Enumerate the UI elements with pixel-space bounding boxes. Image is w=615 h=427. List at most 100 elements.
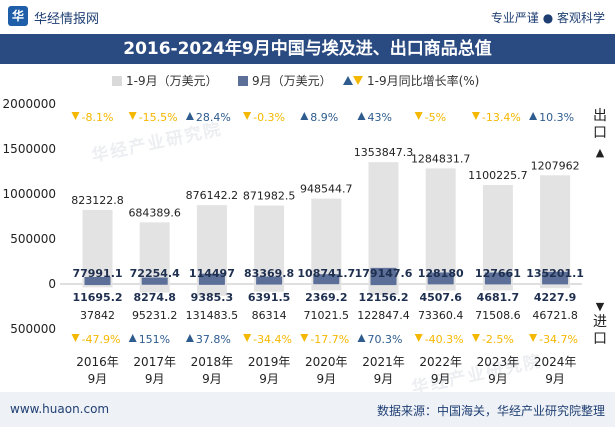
- import-growth-down-icon: [71, 334, 80, 342]
- import-growth-label: -34.7%: [539, 333, 578, 346]
- legend-cumulative-label: 1-9月（万美元）: [126, 74, 218, 88]
- export-growth-down-icon: [243, 112, 252, 120]
- legend-monthly: 9月（万美元）: [238, 72, 332, 89]
- import-growth-up-icon: [357, 334, 366, 342]
- brand-logo-icon: 华: [8, 6, 28, 26]
- legend-down-triangle-icon: [353, 76, 363, 85]
- import-cumulative-bar: [425, 284, 456, 291]
- import-cumulative-label: 37842: [80, 309, 115, 322]
- export-growth-label: 10.3%: [539, 111, 574, 124]
- import-cumulative-label: 46721.8: [532, 309, 578, 322]
- export-growth-down-icon: [414, 112, 423, 120]
- export-cumulative-bar: [254, 205, 285, 284]
- export-growth-up-icon: [529, 112, 538, 120]
- legend-monthly-swatch: [238, 76, 248, 86]
- y-tick-label: 500000: [10, 322, 56, 336]
- export-cumulative-bar: [482, 184, 513, 284]
- title-bar: 2016-2024年9月中国与埃及进、出口商品总值: [0, 34, 615, 64]
- footer-site: www.huaon.com: [10, 402, 110, 416]
- import-cumulative-bar: [311, 284, 342, 291]
- import-monthly-bar: [256, 284, 283, 285]
- export-monthly-bar: [256, 276, 283, 284]
- export-cumulative-label: 684389.6: [128, 206, 181, 219]
- export-monthly-bar: [370, 267, 397, 284]
- x-tick-label-year: 2020年: [305, 355, 348, 369]
- import-cumulative-bar: [540, 284, 571, 289]
- footer: www.huaon.com 数据来源：中国海关，华经产业研究院整理: [0, 392, 615, 427]
- import-cumulative-label: 122847.4: [357, 309, 410, 322]
- x-tick-label-month: 9月: [316, 372, 336, 386]
- x-tick-label-year: 2016年: [76, 355, 119, 369]
- import-growth-label: -34.4%: [253, 333, 292, 346]
- legend: 1-9月（万美元） 9月（万美元） 1-9月同比增长率(%): [0, 72, 615, 90]
- import-growth-down-icon: [414, 334, 423, 342]
- import-growth-down-icon: [471, 334, 480, 342]
- import-growth-label: -47.9%: [82, 333, 121, 346]
- export-cumulative-bar: [540, 175, 571, 284]
- export-growth-label: 43%: [368, 111, 392, 124]
- import-cumulative-bar: [82, 284, 113, 288]
- x-tick-label-year: 2024年: [534, 355, 577, 369]
- import-growth-label: -17.7%: [310, 333, 349, 346]
- top-bar: 华 华经情报网 专业严谨 ● 客观科学: [0, 0, 615, 34]
- export-growth-down-icon: [71, 112, 80, 120]
- x-tick-label-month: 9月: [545, 372, 565, 386]
- export-cumulative-bar: [425, 168, 456, 284]
- legend-cumulative-swatch: [112, 76, 122, 86]
- export-growth-down-icon: [128, 112, 137, 120]
- x-tick-label-year: 2018年: [191, 355, 234, 369]
- import-monthly-label: 4227.9: [534, 291, 576, 304]
- brand-name: 华经情报网: [34, 12, 100, 27]
- export-side-label: 出口: [593, 108, 607, 141]
- y-tick-label: 0: [48, 277, 56, 291]
- import-growth-label: -2.5%: [482, 333, 514, 346]
- export-monthly-label: 127661: [475, 267, 521, 280]
- export-monthly-bar: [84, 276, 111, 284]
- x-tick-label-year: 2023年: [477, 355, 520, 369]
- legend-up-triangle-icon: [343, 76, 353, 85]
- import-cumulative-label: 71021.5: [304, 309, 350, 322]
- export-monthly-bar: [313, 274, 340, 284]
- x-tick-label-month: 9月: [488, 372, 508, 386]
- y-tick-label: 500000: [10, 232, 56, 246]
- export-monthly-label: 135201.1: [526, 267, 584, 280]
- export-monthly-bar: [542, 271, 569, 284]
- export-cumulative-label: 823122.8: [71, 194, 124, 207]
- import-growth-down-icon: [243, 334, 252, 342]
- export-cumulative-label: 871982.5: [243, 190, 296, 203]
- legend-cumulative: 1-9月（万美元）: [112, 72, 218, 89]
- import-monthly-label: 4681.7: [477, 291, 519, 304]
- export-cumulative-label: 876142.2: [186, 189, 239, 202]
- import-monthly-label: 8274.8: [133, 291, 175, 304]
- export-monthly-label: 83369.8: [244, 267, 294, 280]
- export-growth-label: -15.5%: [139, 111, 178, 124]
- export-cumulative-bar: [368, 162, 399, 284]
- x-tick-label-year: 2022年: [419, 355, 462, 369]
- import-cumulative-label: 95231.2: [132, 309, 178, 322]
- export-growth-label: -13.4%: [482, 111, 521, 124]
- export-cumulative-label: 948544.7: [300, 183, 353, 196]
- import-growth-label: 37.8%: [196, 333, 231, 346]
- import-cumulative-bar: [139, 284, 170, 293]
- legend-growth: 1-9月同比增长率(%): [343, 72, 479, 89]
- x-tick-label-month: 9月: [145, 372, 165, 386]
- export-growth-up-icon: [185, 112, 194, 120]
- import-monthly-label: 12156.2: [358, 291, 408, 304]
- import-monthly-bar: [370, 284, 397, 286]
- export-monthly-bar: [141, 277, 168, 284]
- import-monthly-label: 6391.5: [248, 291, 290, 304]
- export-monthly-bar: [427, 272, 454, 284]
- import-monthly-label: 11695.2: [72, 291, 122, 304]
- export-cumulative-label: 1207962: [531, 159, 580, 172]
- import-monthly-bar: [84, 284, 111, 286]
- export-cumulative-label: 1353847.3: [354, 146, 414, 159]
- import-growth-down-icon: [529, 334, 538, 342]
- import-cumulative-bar: [368, 284, 399, 296]
- x-tick-label-month: 9月: [88, 372, 108, 386]
- import-cumulative-bar: [254, 284, 285, 292]
- import-monthly-label: 2369.2: [305, 291, 347, 304]
- import-side-label: 进口: [593, 314, 607, 347]
- import-growth-label: 70.3%: [368, 333, 403, 346]
- y-tick-label: 1000000: [3, 187, 56, 201]
